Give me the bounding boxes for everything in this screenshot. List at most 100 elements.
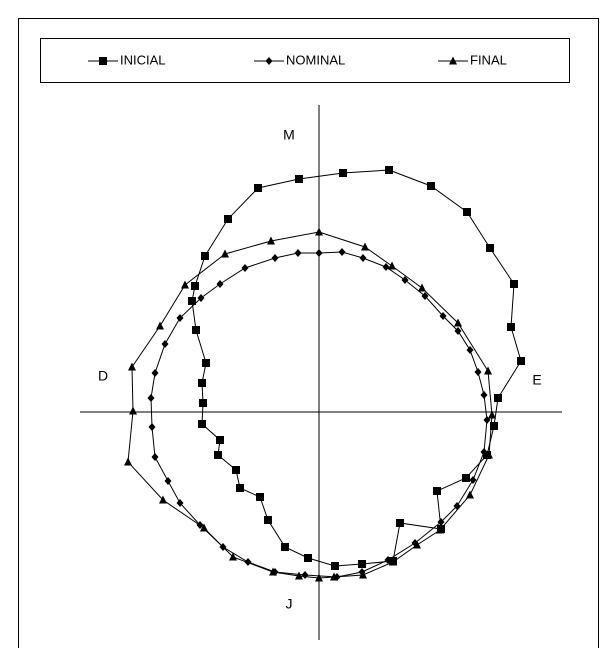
marker-square <box>192 326 200 334</box>
marker-square <box>510 280 518 288</box>
marker-triangle <box>267 236 275 245</box>
marker-square <box>236 484 244 492</box>
axis-label-top: M <box>283 127 295 143</box>
marker-triangle <box>361 242 369 251</box>
axis-label-bottom: J <box>286 596 293 612</box>
marker-triangle <box>389 557 397 566</box>
marker-diamond <box>241 264 249 272</box>
marker-square <box>191 282 199 290</box>
marker-triangle <box>484 366 492 375</box>
marker-triangle <box>418 283 426 292</box>
marker-square <box>462 474 470 482</box>
marker-diamond <box>271 254 279 262</box>
marker-triangle <box>413 540 421 549</box>
marker-triangle <box>156 321 164 330</box>
series-line <box>191 169 522 567</box>
legend-label: INICIAL <box>120 52 166 67</box>
marker-square <box>486 244 494 252</box>
marker-triangle <box>315 227 323 236</box>
legend-label: NOMINAL <box>286 52 345 67</box>
marker-diamond <box>480 448 488 456</box>
marker-diamond <box>474 368 482 376</box>
marker-triangle <box>159 495 167 504</box>
marker-square <box>232 466 240 474</box>
marker-diamond <box>315 249 323 257</box>
marker-square <box>201 252 209 260</box>
marker-diamond <box>359 254 367 262</box>
marker-diamond <box>294 249 302 257</box>
marker-square <box>198 420 206 428</box>
legend-label: FINAL <box>470 52 507 67</box>
legend-box <box>40 38 570 83</box>
marker-square <box>427 182 435 190</box>
marker-square <box>396 519 404 527</box>
series-line <box>127 231 493 579</box>
marker-diamond <box>148 423 156 431</box>
marker-square <box>490 422 498 430</box>
marker-triangle <box>124 457 132 466</box>
marker-triangle <box>436 525 444 534</box>
marker-diamond <box>454 327 462 335</box>
marker-diamond <box>466 346 474 354</box>
marker-diamond <box>338 248 346 256</box>
marker-diamond <box>382 263 390 271</box>
marker-diamond <box>401 276 409 284</box>
marker-square <box>358 560 366 568</box>
marker-triangle <box>454 318 462 327</box>
marker-triangle <box>315 573 323 582</box>
marker-diamond <box>147 394 155 402</box>
marker-diamond <box>437 518 445 526</box>
marker-triangle <box>181 280 189 289</box>
marker-triangle <box>129 406 137 415</box>
marker-triangle <box>128 362 136 371</box>
marker-diamond <box>480 391 488 399</box>
marker-diamond <box>216 280 224 288</box>
marker-triangle <box>295 571 303 580</box>
marker-diamond <box>244 558 252 566</box>
marker-triangle <box>488 410 496 419</box>
marker-square <box>198 379 206 387</box>
marker-square <box>331 562 339 570</box>
marker-diamond <box>176 314 184 322</box>
marker-square <box>433 487 441 495</box>
marker-diamond <box>439 312 447 320</box>
marker-diamond <box>164 477 172 485</box>
marker-diamond <box>151 453 159 461</box>
marker-square <box>463 208 471 216</box>
marker-diamond <box>151 369 159 377</box>
marker-square <box>507 323 515 331</box>
marker-triangle <box>200 523 208 532</box>
marker-diamond <box>265 57 273 65</box>
axis-label-right: E <box>532 372 541 388</box>
marker-diamond <box>469 476 477 484</box>
marker-square <box>254 184 262 192</box>
chart-frame <box>18 18 599 653</box>
marker-square <box>188 297 196 305</box>
marker-diamond <box>161 340 169 348</box>
marker-diamond <box>176 499 184 507</box>
marker-triangle <box>466 490 474 499</box>
marker-square <box>295 175 303 183</box>
marker-diamond <box>301 571 309 579</box>
axis-label-left: D <box>98 368 108 384</box>
legend: INICIAL NOMINAL FINAL <box>88 52 507 67</box>
marker-triangle <box>221 249 229 258</box>
marker-diamond <box>421 292 429 300</box>
marker-triangle <box>388 261 396 270</box>
marker-diamond <box>197 294 205 302</box>
marker-square <box>517 357 525 365</box>
marker-square <box>304 554 312 562</box>
marker-square <box>99 57 107 65</box>
marker-triangle <box>359 570 367 579</box>
marker-triangle <box>269 567 277 576</box>
marker-square <box>202 359 210 367</box>
marker-triangle <box>485 450 493 459</box>
marker-square <box>264 516 272 524</box>
marker-diamond <box>384 556 392 564</box>
marker-square <box>339 169 347 177</box>
marker-triangle <box>330 572 338 581</box>
marker-square <box>385 166 393 174</box>
marker-square <box>494 394 502 402</box>
marker-square <box>214 451 222 459</box>
marker-square <box>256 493 264 501</box>
